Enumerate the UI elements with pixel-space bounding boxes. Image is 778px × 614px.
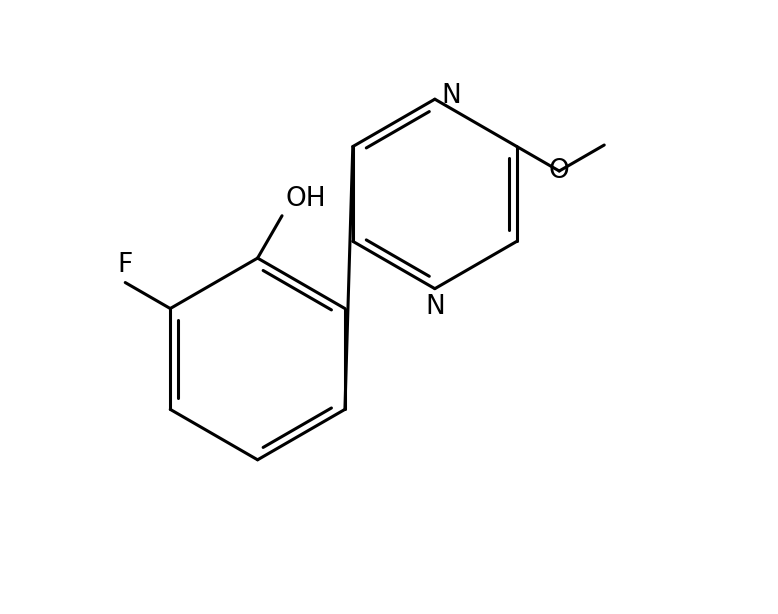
Text: N: N <box>425 293 445 319</box>
Text: O: O <box>548 158 569 184</box>
Text: OH: OH <box>285 186 326 212</box>
Text: F: F <box>117 252 133 278</box>
Text: N: N <box>441 83 461 109</box>
